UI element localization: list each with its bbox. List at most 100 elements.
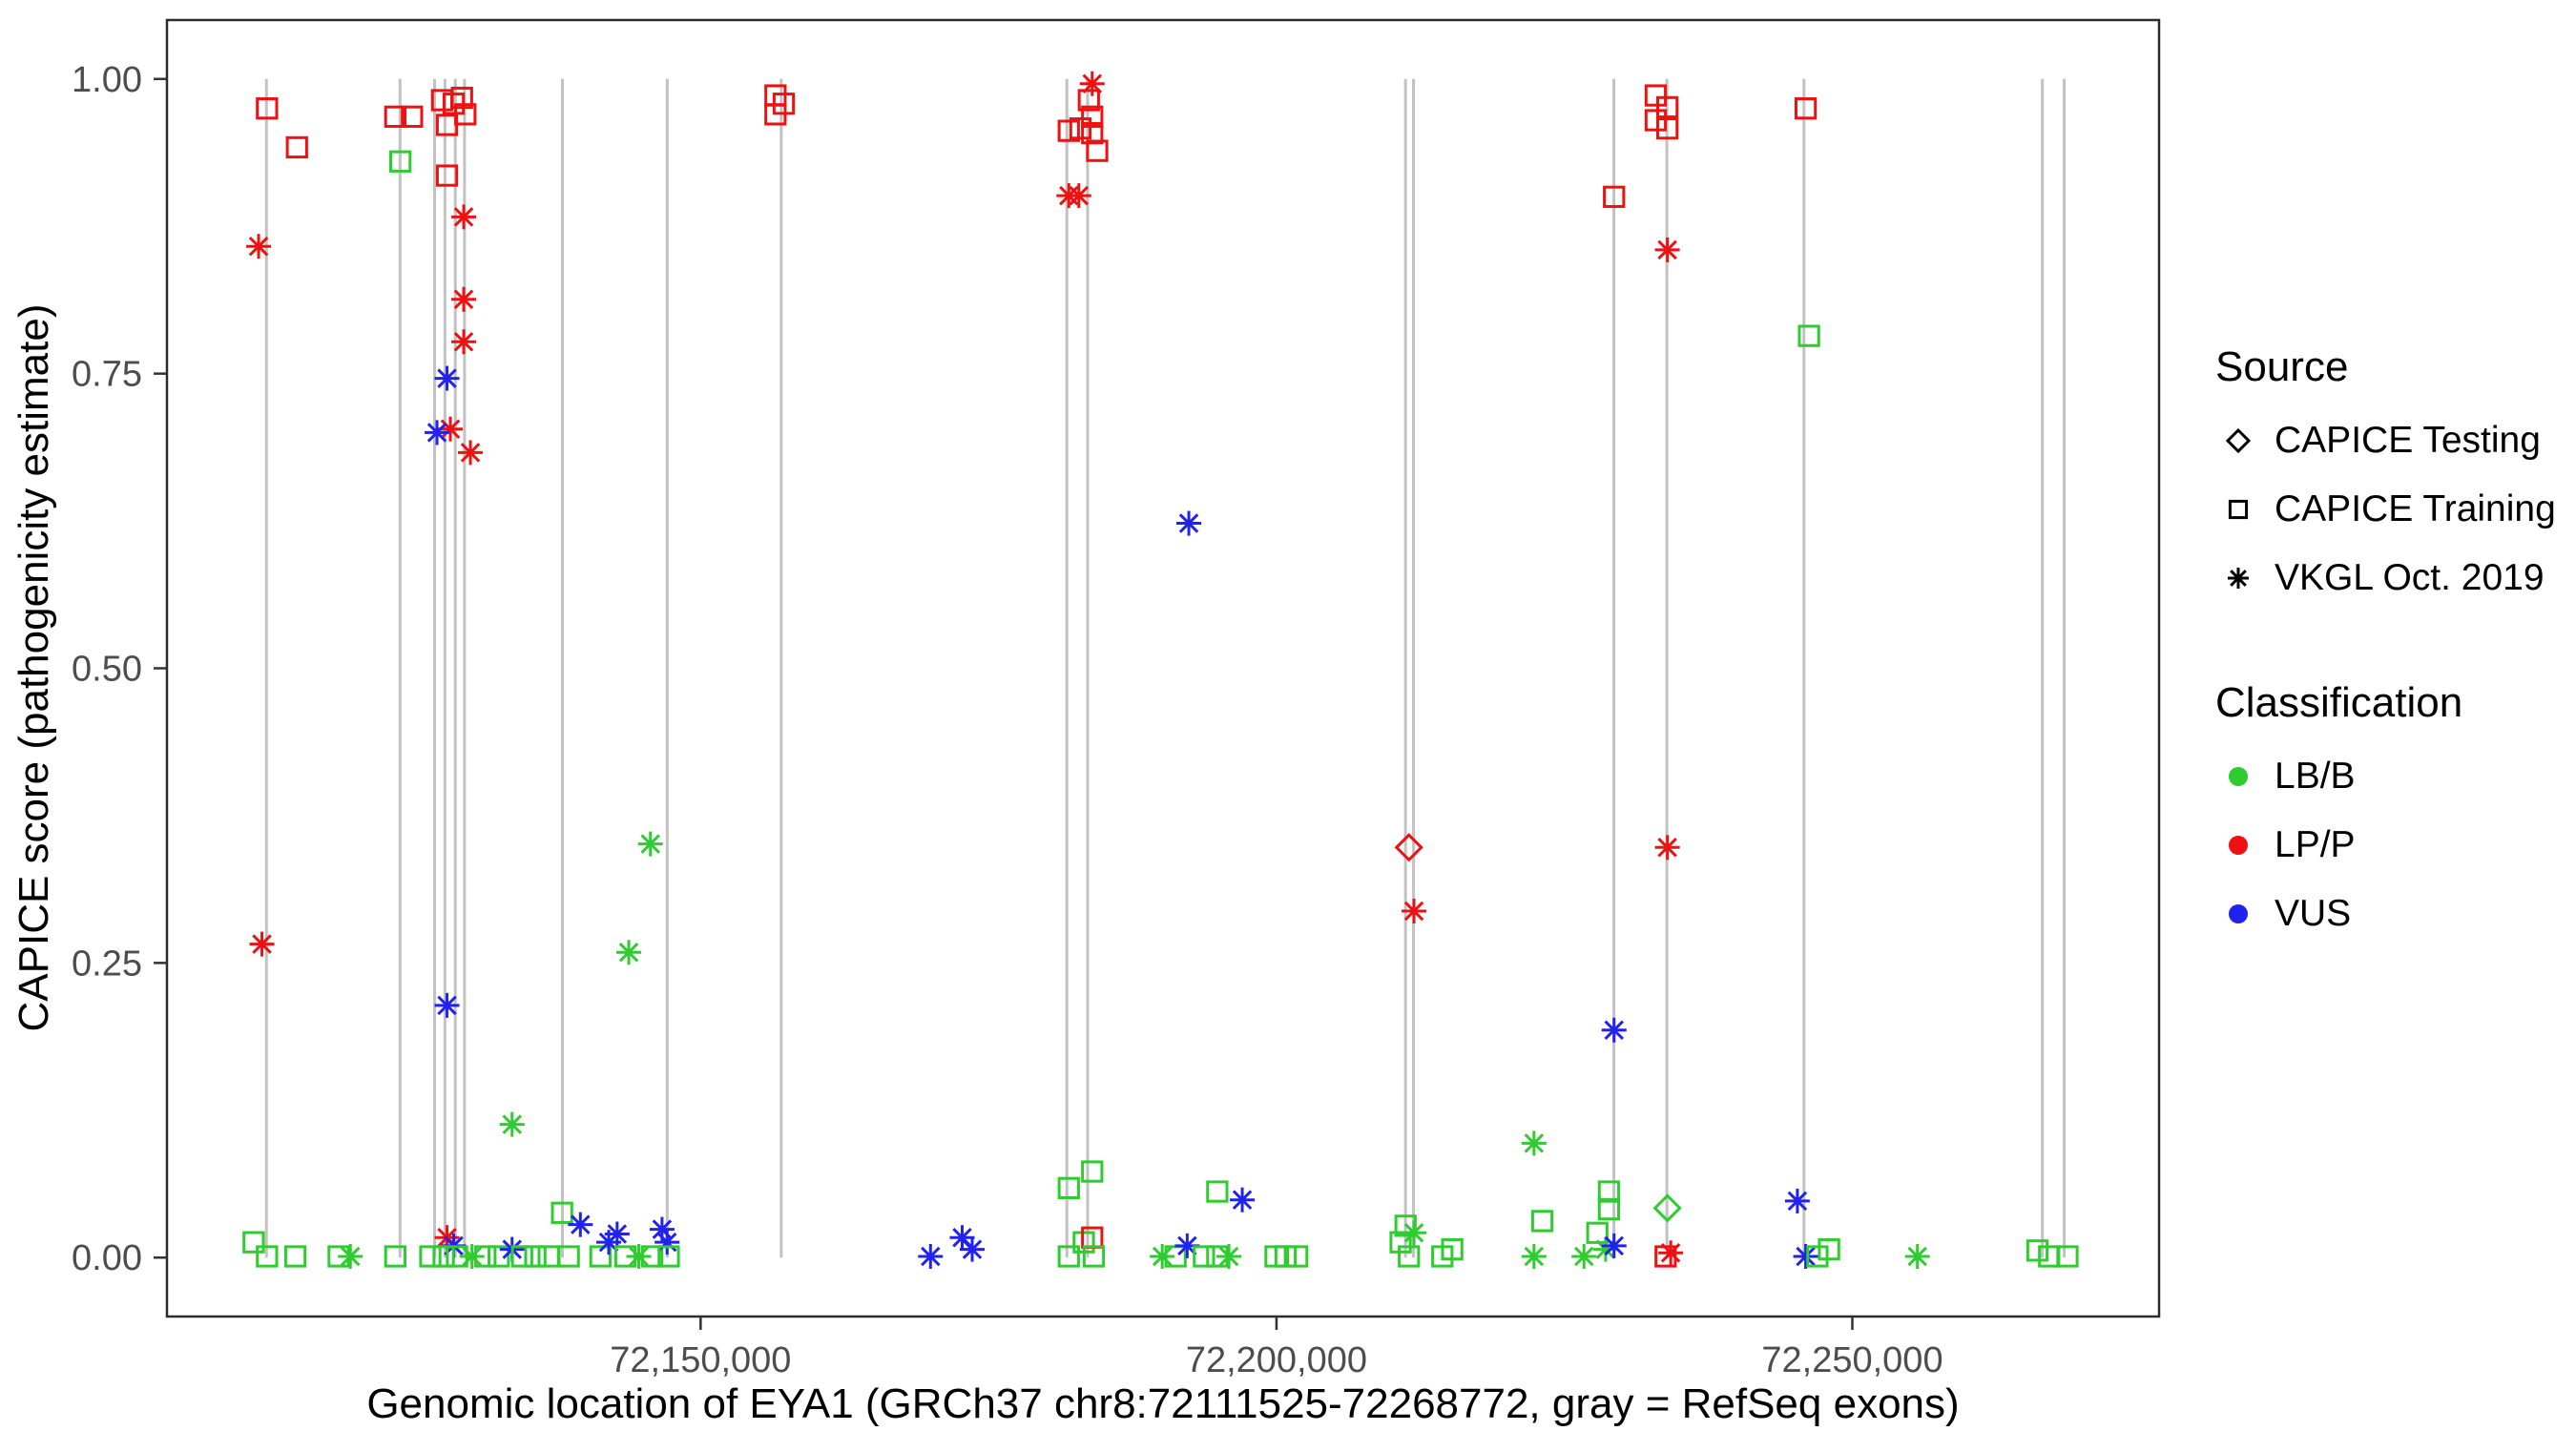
legend-group-classification: Classification LB/B LP/P VUS: [2215, 679, 2556, 948]
data-point-square: [1081, 105, 1104, 128]
data-point-asterisk: [629, 1246, 649, 1267]
data-point-square: [401, 105, 424, 128]
data-point-square: [640, 1245, 664, 1268]
data-point-asterisk: [1232, 1190, 1253, 1210]
circle-icon: [2229, 836, 2248, 855]
data-point-asterisk: [571, 1214, 591, 1234]
data-point-asterisk: [1524, 1133, 1545, 1153]
data-point-square: [657, 1245, 680, 1268]
legend-item-lp-p: LP/P: [2215, 811, 2556, 880]
data-point-diamond: [1394, 833, 1423, 862]
x-tick-label: 72,250,000: [1761, 1340, 1942, 1380]
data-point-square: [1077, 89, 1100, 112]
data-point-square: [1082, 1245, 1106, 1268]
data-point-square: [389, 150, 412, 173]
data-point-square: [1597, 1180, 1621, 1203]
legend-classification-items: LB/B LP/P VUS: [2215, 742, 2556, 948]
legend-item-capice-testing: CAPICE Testing: [2215, 406, 2556, 475]
data-point-square: [242, 1231, 265, 1254]
y-tick-label: 0.75: [72, 355, 142, 395]
data-point-square: [1655, 95, 1679, 119]
data-point-square: [589, 1245, 612, 1268]
data-point-square: [1057, 1245, 1080, 1268]
data-point-asterisk: [437, 995, 457, 1016]
data-point-asterisk: [2230, 570, 2247, 587]
legend-item-label: LP/P: [2275, 824, 2356, 865]
legend-item-capice-training: CAPICE Training: [2215, 475, 2556, 544]
data-point-square: [256, 1245, 279, 1268]
data-point-square: [1081, 121, 1104, 145]
legend: Source CAPICE Testing CAPICE Training VKGL…: [2215, 343, 2556, 948]
y-tick-label: 0.00: [72, 1238, 142, 1278]
data-point-square: [454, 103, 477, 126]
data-point-asterisk: [252, 934, 272, 954]
data-point-asterisk: [1604, 1235, 1624, 1256]
data-point-square: [524, 1245, 547, 1268]
data-point-square: [256, 97, 279, 120]
data-point-square: [1206, 1180, 1229, 1203]
legend-item-vkgl-oct-2019: VKGL Oct. 2019: [2215, 544, 2556, 612]
data-point-asterisk: [1573, 1246, 1594, 1267]
legend-item-label: CAPICE Testing: [2275, 420, 2541, 461]
data-point-asterisk: [341, 1246, 361, 1267]
data-point-square: [1081, 1160, 1104, 1183]
data-point-square: [772, 93, 796, 115]
data-point-diamond: [2225, 427, 2252, 454]
data-point-asterisk: [453, 207, 474, 227]
data-point-asterisk: [502, 1114, 522, 1134]
data-point-asterisk: [640, 834, 660, 854]
data-point-asterisk: [652, 1219, 673, 1239]
asterisk-icon: [2228, 568, 2249, 589]
y-axis-title: CAPICE score (pathogenicity estimate): [10, 303, 57, 1032]
data-point-square: [488, 1245, 510, 1268]
legend-item-label: LB/B: [2275, 756, 2356, 797]
data-point-asterisk: [618, 942, 639, 963]
data-point-square: [419, 1245, 442, 1268]
legend-source-items: CAPICE Testing CAPICE Training VKGL Oct. 2…: [2215, 406, 2556, 612]
legend-item-lb-b: LB/B: [2215, 742, 2556, 811]
data-point-square: [1530, 1210, 1554, 1233]
data-point-asterisk: [921, 1246, 941, 1267]
data-point-square: [474, 1245, 497, 1268]
data-point-asterisk: [1604, 1020, 1624, 1041]
data-point-asterisk: [460, 443, 481, 463]
legend-group-source: Source CAPICE Testing CAPICE Training VKGL…: [2215, 343, 2556, 612]
data-point-square: [450, 86, 473, 110]
y-tick-label: 0.25: [72, 944, 142, 984]
data-point-square: [435, 114, 459, 136]
data-point-square: [1057, 119, 1080, 142]
data-point-asterisk: [607, 1224, 628, 1244]
data-point-square: [1597, 1197, 1621, 1221]
data-point-square: [1069, 117, 1092, 140]
data-point-square: [510, 1245, 533, 1268]
x-tick-label: 72,200,000: [1186, 1340, 1367, 1380]
data-point-asterisk: [1152, 1246, 1173, 1267]
data-point-asterisk: [1657, 239, 1677, 260]
data-point-square: [1274, 1245, 1298, 1268]
data-point-asterisk: [1403, 1223, 1424, 1243]
data-point-asterisk: [453, 332, 474, 352]
data-point-asterisk: [1787, 1191, 1808, 1212]
data-point-square: [1398, 1245, 1421, 1268]
circle-icon: [2229, 767, 2248, 786]
data-point-square: [384, 1245, 406, 1268]
data-point-square: [1655, 117, 1679, 140]
data-point-square: [551, 1201, 573, 1224]
data-point-square: [2056, 1245, 2079, 1268]
data-point-square: [1818, 1237, 1840, 1261]
data-point-asterisk: [952, 1227, 972, 1248]
y-tick-label: 0.50: [72, 650, 142, 690]
circle-icon: [2229, 904, 2248, 923]
legend-circle-glyph: [2229, 904, 2248, 923]
legend-item-label: VKGL Oct. 2019: [2275, 557, 2545, 598]
diamond-icon: [2225, 427, 2252, 454]
data-point-square: [1086, 139, 1109, 162]
data-point-asterisk: [1524, 1246, 1545, 1267]
data-point-asterisk: [453, 289, 474, 310]
legend-circle-glyph: [2229, 767, 2248, 786]
legend-circle-glyph: [2229, 836, 2248, 855]
data-point-square: [435, 164, 459, 187]
data-point-square: [1794, 97, 1818, 120]
legend-classification-title: Classification: [2215, 679, 2463, 726]
